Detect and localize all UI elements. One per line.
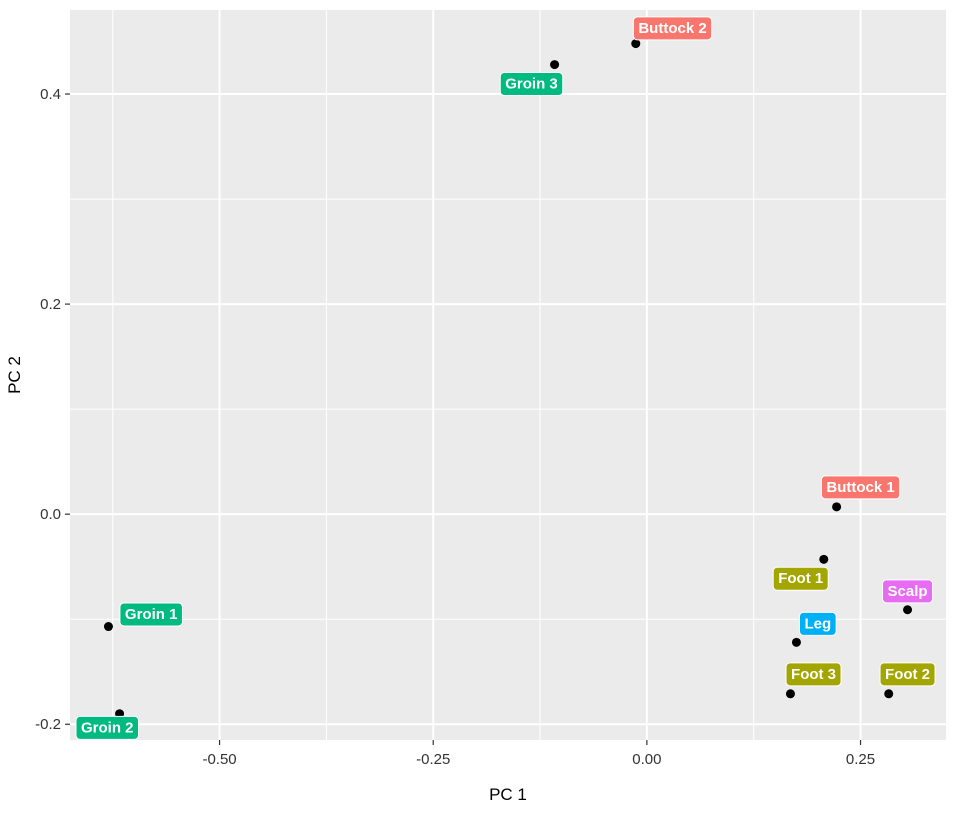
point-buttock-1 (832, 502, 842, 512)
minor-gridlines (70, 10, 946, 740)
label-foot-3: Foot 3 (785, 662, 842, 687)
label-text: Buttock 2 (638, 20, 706, 37)
label-box (882, 579, 934, 604)
label-scalp: Scalp (882, 579, 934, 604)
axis-ticks (65, 93, 862, 745)
label-leg: Leg (798, 611, 837, 636)
point-foot-3 (785, 689, 795, 699)
x-tick-label: 0.25 (846, 751, 875, 768)
label-box (798, 611, 837, 636)
point-leg (791, 637, 801, 647)
label-text: Groin 3 (505, 76, 558, 93)
label-text: Foot 2 (885, 666, 930, 683)
x-axis-title: PC 1 (489, 785, 527, 804)
label-box (785, 662, 842, 687)
label-text: Buttock 1 (826, 479, 894, 496)
point-groin-3 (550, 60, 560, 70)
y-axis-title: PC 2 (5, 356, 24, 394)
label-text: Leg (804, 615, 831, 632)
y-tick-label: 0.0 (40, 506, 61, 523)
x-tick-label: -0.50 (202, 751, 236, 768)
y-tick-label: 0.2 (40, 296, 61, 313)
label-foot-2: Foot 2 (879, 662, 936, 687)
label-text: Groin 2 (81, 719, 134, 736)
label-groin-3: Groin 3 (499, 72, 564, 97)
label-text: Foot 1 (778, 570, 823, 587)
label-box (879, 662, 936, 687)
label-box (75, 715, 140, 740)
label-text: Scalp (888, 583, 928, 600)
label-box (632, 16, 713, 41)
label-text: Groin 1 (125, 606, 178, 623)
label-box (772, 566, 829, 591)
label-box (820, 475, 901, 500)
y-tick-label: -0.2 (35, 716, 61, 733)
label-groin-2: Groin 2 (75, 715, 140, 740)
x-tick-label: 0.00 (632, 751, 661, 768)
y-tick-label: 0.4 (40, 86, 61, 103)
label-foot-1: Foot 1 (772, 566, 829, 591)
label-box (499, 72, 564, 97)
point-foot-2 (884, 689, 894, 699)
label-text: Foot 3 (791, 666, 836, 683)
tick-labels: -0.50 -0.25 0.00 0.25 -0.2 0.0 0.2 0.4 (35, 86, 875, 768)
data-points (103, 39, 913, 719)
point-labels: Buttock 2 Groin 3 Buttock 1 Foot 1 Scalp Leg F… (75, 16, 936, 740)
label-buttock-2: Buttock 2 (632, 16, 713, 41)
point-buttock-2 (631, 39, 641, 49)
label-groin-1: Groin 1 (119, 602, 183, 627)
label-box (119, 602, 183, 627)
label-buttock-1: Buttock 1 (820, 475, 901, 500)
point-groin-1 (103, 622, 113, 632)
point-foot-1 (819, 554, 829, 564)
x-tick-label: -0.25 (416, 751, 450, 768)
point-scalp (903, 605, 913, 615)
